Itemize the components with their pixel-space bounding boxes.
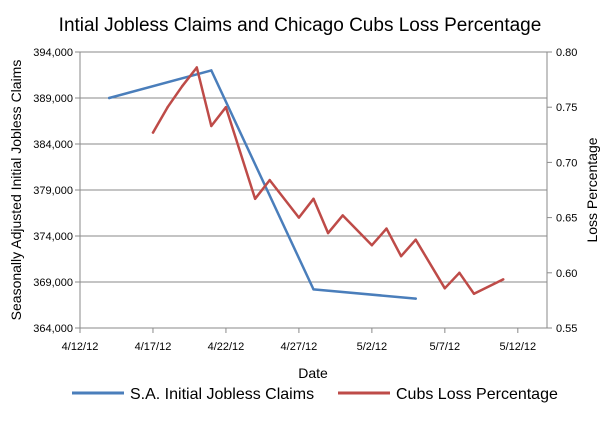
y-axis-title-left: Seasonally Adjusted Initial Jobless Clai… — [8, 60, 24, 321]
data-point-cubs-loss-percentage — [502, 278, 505, 281]
y-right-tick-label: 0.80 — [556, 47, 577, 59]
data-point-cubs-loss-percentage — [414, 238, 417, 241]
data-point-s-a-initial-jobless-claims — [312, 288, 315, 291]
y-right-tick-label: 0.65 — [556, 213, 577, 225]
x-tick-label: 5/7/12 — [430, 341, 461, 353]
y-left-tick-label: 389,000 — [33, 93, 73, 105]
x-tick-label: 4/12/12 — [62, 341, 99, 353]
legend-label-s-a-initial-jobless-claims: S.A. Initial Jobless Claims — [130, 386, 314, 403]
y-right-tick-label: 0.70 — [556, 157, 577, 169]
chart-title: Intial Jobless Claims and Chicago Cubs L… — [59, 15, 542, 36]
data-point-cubs-loss-percentage — [268, 178, 271, 182]
data-point-cubs-loss-percentage — [151, 131, 155, 134]
data-point-cubs-loss-percentage — [341, 214, 344, 217]
data-point-cubs-loss-percentage — [472, 292, 476, 295]
data-point-cubs-loss-percentage — [385, 227, 388, 230]
axes — [75, 51, 552, 333]
series-layer — [107, 66, 505, 300]
x-tick-label: 4/22/12 — [208, 341, 245, 353]
y-left-tick-label: 364,000 — [33, 323, 73, 335]
data-point-cubs-loss-percentage — [297, 216, 301, 219]
tick-labels: 364,000 369,000 374,000 379,000 384,000 389,0… — [33, 47, 577, 353]
data-point-cubs-loss-percentage — [443, 287, 446, 290]
data-point-s-a-initial-jobless-claims — [210, 69, 213, 72]
data-point-cubs-loss-percentage — [166, 106, 169, 109]
data-point-cubs-loss-percentage — [253, 197, 257, 200]
legend-label-cubs-loss-percentage: Cubs Loss Percentage — [396, 386, 558, 403]
y-left-tick-label: 374,000 — [33, 231, 73, 243]
y-right-tick-label: 0.75 — [556, 102, 577, 114]
data-point-cubs-loss-percentage — [224, 106, 228, 109]
x-axis-title: Date — [298, 365, 328, 381]
data-point-s-a-initial-jobless-claims — [414, 297, 417, 300]
data-point-cubs-loss-percentage — [326, 231, 330, 235]
data-point-cubs-loss-percentage — [210, 124, 213, 128]
data-point-cubs-loss-percentage — [370, 244, 374, 247]
y-left-tick-label: 379,000 — [33, 185, 73, 197]
data-point-cubs-loss-percentage — [195, 66, 198, 69]
y-axis-title-right: Loss Percentage — [584, 137, 600, 242]
gridlines — [80, 51, 547, 283]
x-tick-label: 4/27/12 — [281, 341, 318, 353]
data-point-cubs-loss-percentage — [458, 271, 461, 274]
y-left-tick-label: 384,000 — [33, 139, 73, 151]
x-tick-label: 4/17/12 — [135, 341, 172, 353]
y-left-tick-label: 394,000 — [33, 47, 73, 59]
y-right-tick-label: 0.60 — [556, 268, 577, 280]
legend: S.A. Initial Jobless Claims Cubs Loss Per… — [72, 386, 558, 403]
data-point-cubs-loss-percentage — [312, 197, 315, 200]
series-line-s-a-initial-jobless-claims — [107, 69, 417, 300]
x-tick-label: 5/2/12 — [357, 341, 388, 353]
y-left-tick-label: 369,000 — [33, 277, 73, 289]
data-point-s-a-initial-jobless-claims — [108, 96, 111, 100]
data-point-cubs-loss-percentage — [399, 255, 403, 258]
series-line-cubs-loss-percentage — [151, 66, 505, 296]
y-right-tick-label: 0.55 — [556, 323, 577, 335]
x-tick-label: 5/12/12 — [499, 341, 536, 353]
data-point-cubs-loss-percentage — [181, 85, 184, 88]
